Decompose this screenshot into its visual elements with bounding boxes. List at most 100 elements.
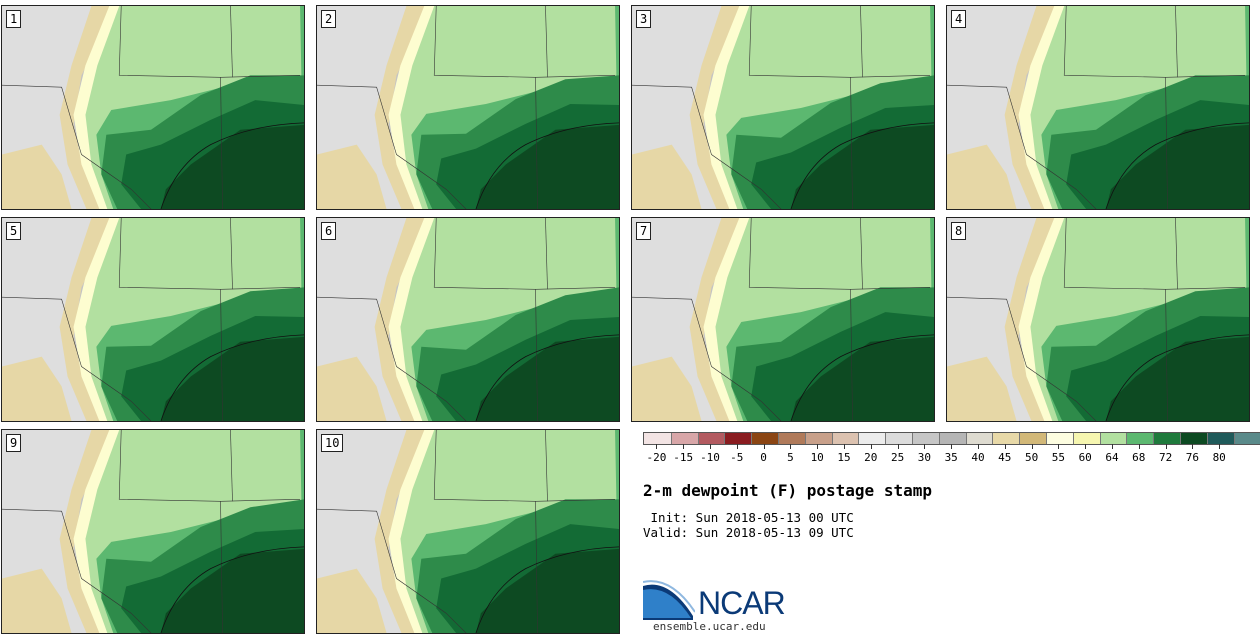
colorbar-swatch	[965, 433, 993, 444]
dewpoint-map	[317, 430, 619, 633]
site-url: ensemble.ucar.edu	[653, 620, 766, 633]
colorbar-tick-mark	[817, 444, 819, 449]
colorbar-tick-mark	[1192, 444, 1194, 449]
colorbar-tick-label: 60	[1078, 451, 1092, 464]
colorbar-ticks: -20 -15 -10 -5 0 5 10 15 20 25 30 35 40 45 50 55 60 64 68 7…	[643, 444, 1247, 464]
member-number: 3	[636, 10, 652, 28]
colorbar-tick-label: 80	[1212, 451, 1226, 464]
colorbar-tick-mark	[1219, 444, 1221, 449]
member-number: 9	[6, 434, 22, 452]
member-panel-10: 10	[316, 429, 620, 634]
colorbar-tick-label: 40	[971, 451, 985, 464]
member-panel-7: 7	[631, 217, 935, 422]
colorbar-tick-mark	[870, 444, 872, 449]
member-panel-1: 1	[1, 5, 305, 210]
colorbar-swatch	[858, 433, 886, 444]
member-panel-9: 9	[1, 429, 305, 634]
dewpoint-map	[2, 430, 304, 633]
colorbar-tick-mark	[1165, 444, 1167, 449]
member-panel-2: 2	[316, 5, 620, 210]
colorbar-tick-label: 64	[1105, 451, 1119, 464]
colorbar-tick-mark	[1085, 444, 1087, 449]
member-panel-4: 4	[946, 5, 1250, 210]
dewpoint-map	[947, 218, 1249, 421]
colorbar-tick-label: 5	[787, 451, 794, 464]
colorbar-swatch	[644, 433, 671, 444]
ncar-logo-text: NCAR	[698, 585, 786, 621]
colorbar-tick-label: -5	[730, 451, 744, 464]
colorbar-tick-label: 25	[890, 451, 905, 464]
member-number: 5	[6, 222, 22, 240]
colorbar-tick-mark	[763, 444, 765, 449]
colorbar-tick-label: 30	[917, 451, 932, 464]
colorbar-tick-mark	[1112, 444, 1113, 449]
colorbar-swatch	[1206, 433, 1234, 444]
colorbar-swatch	[751, 433, 778, 444]
colorbar-swatch	[938, 433, 966, 444]
colorbar-tick-label: 55	[1051, 451, 1066, 464]
colorbar-tick-mark	[1058, 444, 1060, 449]
ncar-logo: NCAR	[643, 578, 793, 621]
colorbar-tick-label: -10	[700, 451, 720, 464]
colorbar-tick-mark	[924, 444, 926, 449]
colorbar-tick-mark	[897, 444, 899, 449]
colorbar-swatch	[1233, 433, 1260, 444]
colorbar-tick-label: -15	[673, 451, 694, 464]
dewpoint-map	[947, 6, 1249, 209]
member-panel-3: 3	[631, 5, 935, 210]
colorbar-swatch	[697, 433, 725, 444]
colorbar-swatch	[1126, 433, 1154, 444]
member-panel-6: 6	[316, 217, 620, 422]
colorbar-tick-mark	[710, 444, 711, 449]
colorbar-swatch	[1179, 433, 1207, 444]
colorbar-tick-mark	[978, 444, 979, 449]
ncar-swoosh-icon	[643, 580, 695, 620]
member-number: 1	[6, 10, 22, 28]
valid-time: Valid: Sun 2018-05-13 09 UTC	[643, 525, 854, 540]
colorbar-tick-mark	[736, 444, 738, 449]
colorbar-tick-label: 20	[864, 451, 878, 464]
dewpoint-map	[2, 218, 304, 421]
colorbar-swatch	[1099, 433, 1127, 444]
colorbar-tick-label: 68	[1132, 451, 1146, 464]
colorbar-swatch	[831, 433, 859, 444]
dewpoint-map	[2, 6, 304, 209]
colorbar-swatch	[777, 433, 805, 444]
colorbar-tick-mark	[1031, 444, 1033, 449]
member-number: 10	[321, 434, 344, 452]
colorbar-tick-label: 0	[760, 451, 767, 464]
member-panel-8: 8	[946, 217, 1250, 422]
colorbar-tick-mark	[1004, 444, 1006, 449]
member-number: 6	[321, 222, 337, 240]
colorbar-swatch	[1072, 433, 1100, 444]
colorbar-swatch	[724, 433, 752, 444]
member-number: 7	[636, 222, 652, 240]
colorbar-swatch	[804, 433, 832, 444]
dewpoint-colorbar	[643, 432, 1260, 445]
colorbar-tick-label: 35	[944, 451, 958, 464]
colorbar-swatch	[1019, 433, 1046, 444]
member-number: 2	[321, 10, 337, 28]
dewpoint-map	[632, 6, 934, 209]
member-number: 4	[951, 10, 967, 28]
colorbar-tick-mark	[790, 444, 792, 449]
colorbar-tick-label: 15	[837, 451, 851, 464]
colorbar-tick-label: 72	[1158, 451, 1173, 464]
colorbar-tick-label: -20	[646, 451, 667, 464]
dewpoint-map	[317, 6, 619, 209]
colorbar-tick-mark	[683, 444, 685, 449]
colorbar-tick-mark	[844, 444, 845, 449]
colorbar-swatch	[885, 433, 912, 444]
colorbar-tick-label: 45	[998, 451, 1012, 464]
colorbar-swatch	[911, 433, 939, 444]
member-panel-5: 5	[1, 217, 305, 422]
colorbar-tick-label: 50	[1024, 451, 1039, 464]
colorbar-tick-mark	[1138, 444, 1140, 449]
colorbar-swatch	[992, 433, 1020, 444]
colorbar-swatch	[1045, 433, 1073, 444]
colorbar-tick-label: 10	[810, 451, 824, 464]
colorbar-tick-label: 76	[1185, 451, 1200, 464]
dewpoint-map	[632, 218, 934, 421]
colorbar-tick-mark	[951, 444, 953, 449]
colorbar-swatch	[670, 433, 698, 444]
